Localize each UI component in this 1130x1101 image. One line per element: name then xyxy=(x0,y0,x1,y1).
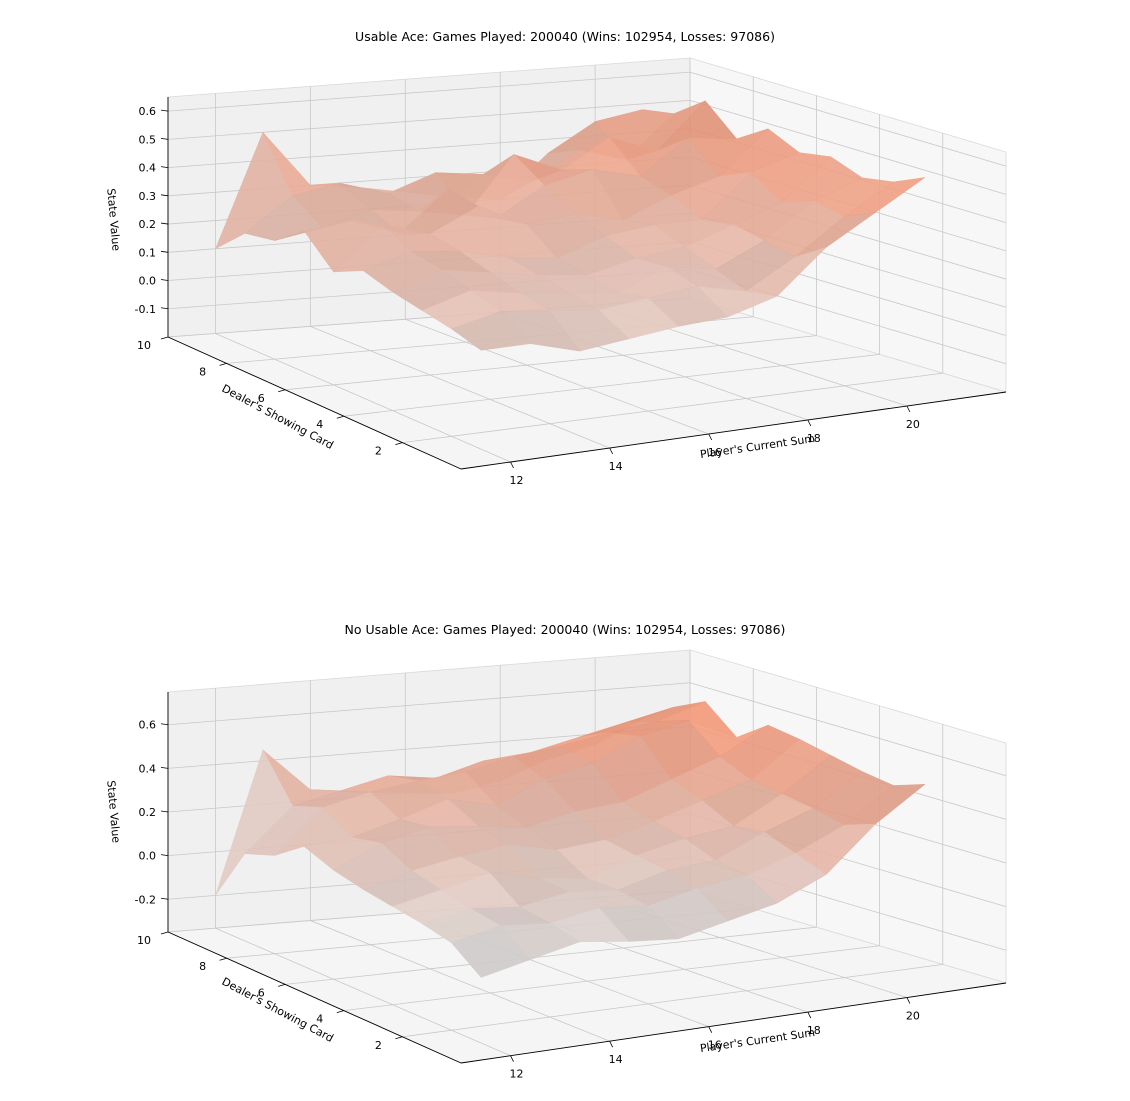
z-tick xyxy=(161,223,168,224)
z-tick xyxy=(161,195,168,196)
z-tick xyxy=(161,251,168,252)
y-tick xyxy=(161,337,168,339)
chart-title: Usable Ace: Games Played: 200040 (Wins: … xyxy=(355,29,775,44)
y-tick xyxy=(278,390,285,392)
z-tick-label: 0.4 xyxy=(139,762,157,775)
z-tick xyxy=(161,811,168,812)
z-tick-label: 0.0 xyxy=(139,850,157,863)
z-tick xyxy=(161,767,168,768)
y-tick xyxy=(337,1011,344,1013)
y-tick xyxy=(220,958,227,960)
z-tick xyxy=(161,898,168,899)
y-tick xyxy=(337,416,344,418)
x-tick-label: 14 xyxy=(609,460,623,473)
z-tick-label: 0.1 xyxy=(139,246,157,259)
z-tick xyxy=(161,110,168,111)
z-tick-label: -0.2 xyxy=(135,893,156,906)
x-axis-label: Player's Current Sum xyxy=(699,1026,816,1055)
x-tick xyxy=(907,406,910,412)
y-tick xyxy=(161,932,168,934)
x-tick-label: 12 xyxy=(510,474,524,487)
z-tick xyxy=(161,280,168,281)
chart-panel-2: 1214161820246810-0.20.00.20.40.6Player's… xyxy=(104,622,1006,1081)
y-tick xyxy=(278,984,285,986)
x-tick-label: 20 xyxy=(906,418,920,431)
z-tick-label: 0.2 xyxy=(139,218,157,231)
x-tick xyxy=(511,462,514,468)
y-tick-label: 8 xyxy=(199,960,206,973)
y-tick-label: 2 xyxy=(375,445,382,458)
z-tick-label: -0.1 xyxy=(135,303,156,316)
z-tick xyxy=(161,138,168,139)
chart-title: No Usable Ace: Games Played: 200040 (Win… xyxy=(345,622,786,637)
x-tick-label: 14 xyxy=(609,1053,623,1066)
x-axis-label: Player's Current Sum xyxy=(699,432,816,461)
y-tick-label: 10 xyxy=(137,934,151,947)
z-tick xyxy=(161,308,168,309)
x-tick xyxy=(610,1041,613,1047)
z-tick-label: 0.6 xyxy=(139,105,157,118)
x-tick-label: 12 xyxy=(510,1068,524,1081)
y-tick-label: 4 xyxy=(316,418,323,431)
y-tick xyxy=(220,363,227,365)
x-tick xyxy=(709,1027,712,1033)
z-axis-label: State Value xyxy=(104,188,122,252)
x-tick xyxy=(808,420,811,426)
y-tick xyxy=(395,443,402,445)
y-tick-label: 10 xyxy=(137,339,151,352)
chart-panel-1: 1214161820246810-0.10.00.10.20.30.40.50.… xyxy=(104,29,1006,487)
z-tick-label: 0.6 xyxy=(139,719,157,732)
y-tick-label: 8 xyxy=(199,365,206,378)
y-tick xyxy=(395,1037,402,1039)
x-tick xyxy=(907,998,910,1004)
z-tick-label: 0.4 xyxy=(139,162,157,175)
x-tick xyxy=(610,448,613,454)
z-tick-label: 0.2 xyxy=(139,806,157,819)
x-tick-label: 20 xyxy=(906,1010,920,1023)
z-tick-label: 0.3 xyxy=(139,190,157,203)
x-tick xyxy=(808,1012,811,1018)
z-tick xyxy=(161,167,168,168)
z-axis-label: State Value xyxy=(104,780,122,844)
y-tick-label: 2 xyxy=(375,1039,382,1052)
z-tick xyxy=(161,855,168,856)
x-tick xyxy=(511,1056,514,1062)
z-tick-label: 0.0 xyxy=(139,275,157,288)
z-tick-label: 0.5 xyxy=(139,133,157,146)
z-tick xyxy=(161,724,168,725)
x-tick xyxy=(709,434,712,440)
